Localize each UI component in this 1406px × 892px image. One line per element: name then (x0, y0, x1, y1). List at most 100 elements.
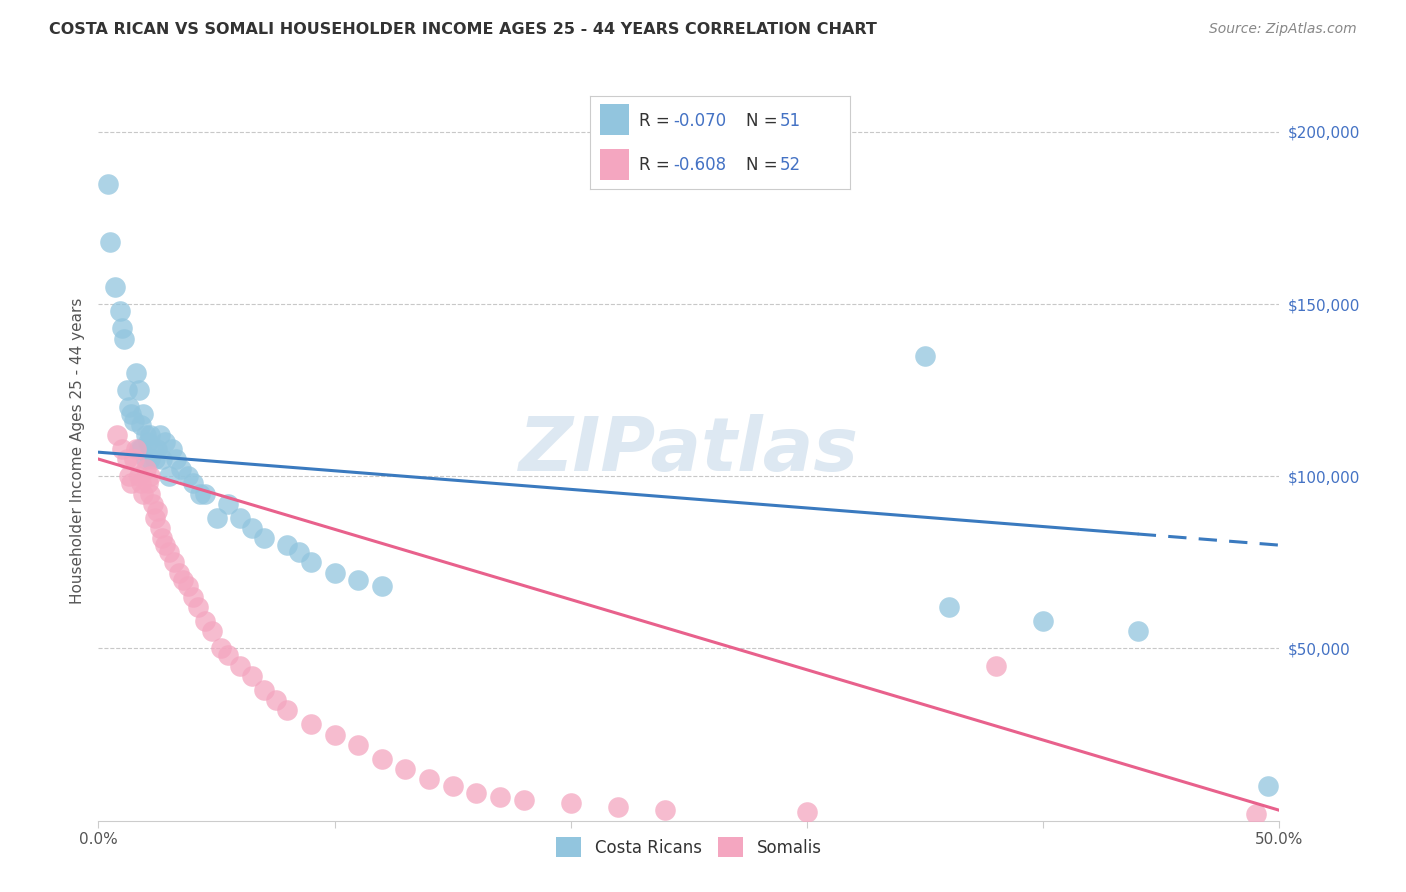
Point (1126, 624, 1149, 639)
Point (150, 452, 173, 467)
Point (146, 504, 169, 518)
Point (165, 452, 187, 467)
Point (97, 177, 120, 191)
Point (796, 805, 818, 819)
Point (209, 641, 232, 656)
Point (135, 462, 157, 476)
Point (139, 486, 162, 500)
Point (132, 407, 155, 421)
Point (111, 321, 134, 335)
Point (1244, 806, 1267, 821)
Point (194, 486, 217, 500)
Text: ZIPatlas: ZIPatlas (519, 414, 859, 487)
Point (172, 573, 194, 587)
Point (181, 590, 204, 604)
Point (142, 442, 165, 456)
Point (160, 442, 183, 456)
Point (229, 658, 252, 673)
Point (217, 648, 239, 663)
Point (205, 510, 228, 524)
Point (118, 401, 141, 415)
Point (323, 566, 346, 580)
Point (153, 434, 176, 449)
Point (418, 772, 440, 787)
Text: R =: R = (640, 155, 675, 174)
Point (128, 469, 150, 483)
Point (163, 555, 186, 569)
Point (135, 428, 157, 442)
Text: N =: N = (747, 112, 783, 129)
Point (276, 538, 298, 552)
Point (229, 510, 252, 524)
Point (129, 476, 152, 491)
Bar (600, 104, 628, 136)
Point (914, 349, 936, 363)
Point (489, 789, 512, 804)
Text: COSTA RICAN VS SOMALI HOUSEHOLDER INCOME AGES 25 - 44 YEARS CORRELATION CHART: COSTA RICAN VS SOMALI HOUSEHOLDER INCOME… (49, 22, 877, 37)
Point (153, 538, 176, 552)
Point (394, 762, 416, 776)
Point (125, 366, 148, 380)
Point (177, 469, 200, 483)
Point (105, 428, 128, 442)
Point (276, 703, 298, 717)
Point (121, 407, 143, 421)
Point (115, 383, 138, 397)
Point (136, 434, 159, 449)
Point (323, 727, 346, 741)
Point (104, 280, 127, 294)
Point (217, 497, 239, 511)
Point (253, 682, 276, 697)
Point (347, 573, 370, 587)
Point (150, 531, 173, 545)
Point (299, 717, 322, 731)
Bar (600, 149, 628, 180)
Point (122, 414, 145, 428)
Point (157, 469, 180, 483)
Point (1032, 614, 1054, 628)
Point (177, 579, 200, 593)
Y-axis label: Householder Income Ages 25 - 44 years: Householder Income Ages 25 - 44 years (69, 297, 84, 604)
Point (465, 786, 488, 800)
Point (240, 669, 263, 683)
Point (984, 658, 1007, 673)
Point (607, 800, 630, 814)
Text: -0.608: -0.608 (673, 155, 725, 174)
Point (111, 442, 134, 456)
Text: N =: N = (747, 155, 783, 174)
Point (146, 442, 169, 456)
Point (441, 779, 464, 793)
Point (181, 476, 204, 491)
Point (299, 555, 322, 569)
Point (201, 624, 224, 639)
Point (371, 752, 394, 766)
Point (288, 545, 311, 559)
Point (139, 452, 162, 467)
Point (1257, 779, 1279, 793)
Point (371, 579, 394, 593)
Text: -0.070: -0.070 (673, 112, 725, 129)
Point (118, 469, 141, 483)
Point (132, 486, 155, 500)
Point (128, 383, 150, 397)
Point (98, 235, 121, 249)
Point (135, 452, 157, 467)
Point (938, 600, 960, 615)
Point (139, 428, 162, 442)
Point (149, 428, 172, 442)
Point (143, 452, 166, 467)
Point (129, 417, 152, 432)
Text: R =: R = (640, 112, 675, 129)
Point (654, 803, 676, 817)
Point (240, 521, 263, 535)
Point (112, 332, 135, 346)
Point (157, 545, 180, 559)
Point (128, 442, 150, 456)
Point (143, 510, 166, 524)
Text: 52: 52 (780, 155, 801, 174)
Point (149, 521, 172, 535)
Point (139, 469, 162, 483)
Point (347, 738, 370, 752)
Point (560, 797, 582, 811)
Point (512, 793, 534, 807)
